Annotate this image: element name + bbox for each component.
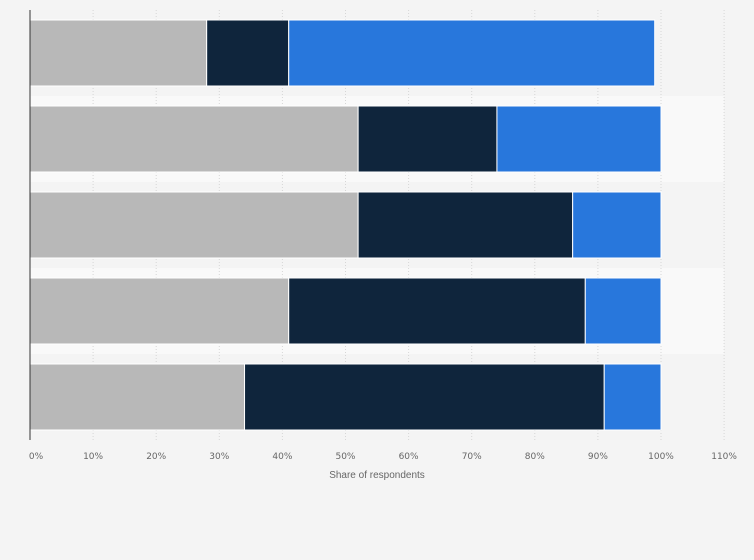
x-tick-label: 0% [29, 452, 44, 462]
bar-segment-series-3-row-3 [572, 191, 662, 259]
bars [29, 19, 662, 431]
bar-segment-series-2-row-3 [357, 191, 574, 259]
bar-segment-series-2-row-5 [244, 363, 605, 431]
bar-segment-series-3-row-1 [288, 19, 656, 87]
bar-segment-series-2-row-2 [357, 105, 498, 173]
x-tick-label: 10% [83, 452, 103, 462]
bar-segment-series-2-row-1 [206, 19, 290, 87]
bar-segment-series-1-row-3 [29, 191, 359, 259]
bar-segment-series-3-row-2 [496, 105, 662, 173]
x-tick-label: 30% [209, 452, 229, 462]
x-tick-label: 80% [525, 452, 545, 462]
bar-segment-series-3-row-4 [584, 277, 662, 345]
x-tick-label: 90% [588, 452, 608, 462]
x-tick-label: 70% [462, 452, 482, 462]
x-tick-label: 110% [711, 452, 737, 462]
bar-segment-series-1-row-5 [29, 363, 246, 431]
x-axis-title: Share of respondents [329, 470, 425, 481]
bar-segment-series-1-row-4 [29, 277, 290, 345]
bar-segment-series-3-row-5 [603, 363, 662, 431]
bar-segment-series-1-row-2 [29, 105, 359, 173]
x-tick-label: 100% [648, 452, 674, 462]
x-tick-label: 40% [272, 452, 292, 462]
bar-segment-series-2-row-4 [288, 277, 586, 345]
x-tick-label: 20% [146, 452, 166, 462]
x-tick-labels: 0% 10% 20% 30% 40% 50% 60% 70% 80% 90% 100% 110% [29, 452, 738, 462]
bar-segment-series-1-row-1 [29, 19, 208, 87]
x-tick-label: 60% [399, 452, 419, 462]
x-tick-label: 50% [335, 452, 355, 462]
